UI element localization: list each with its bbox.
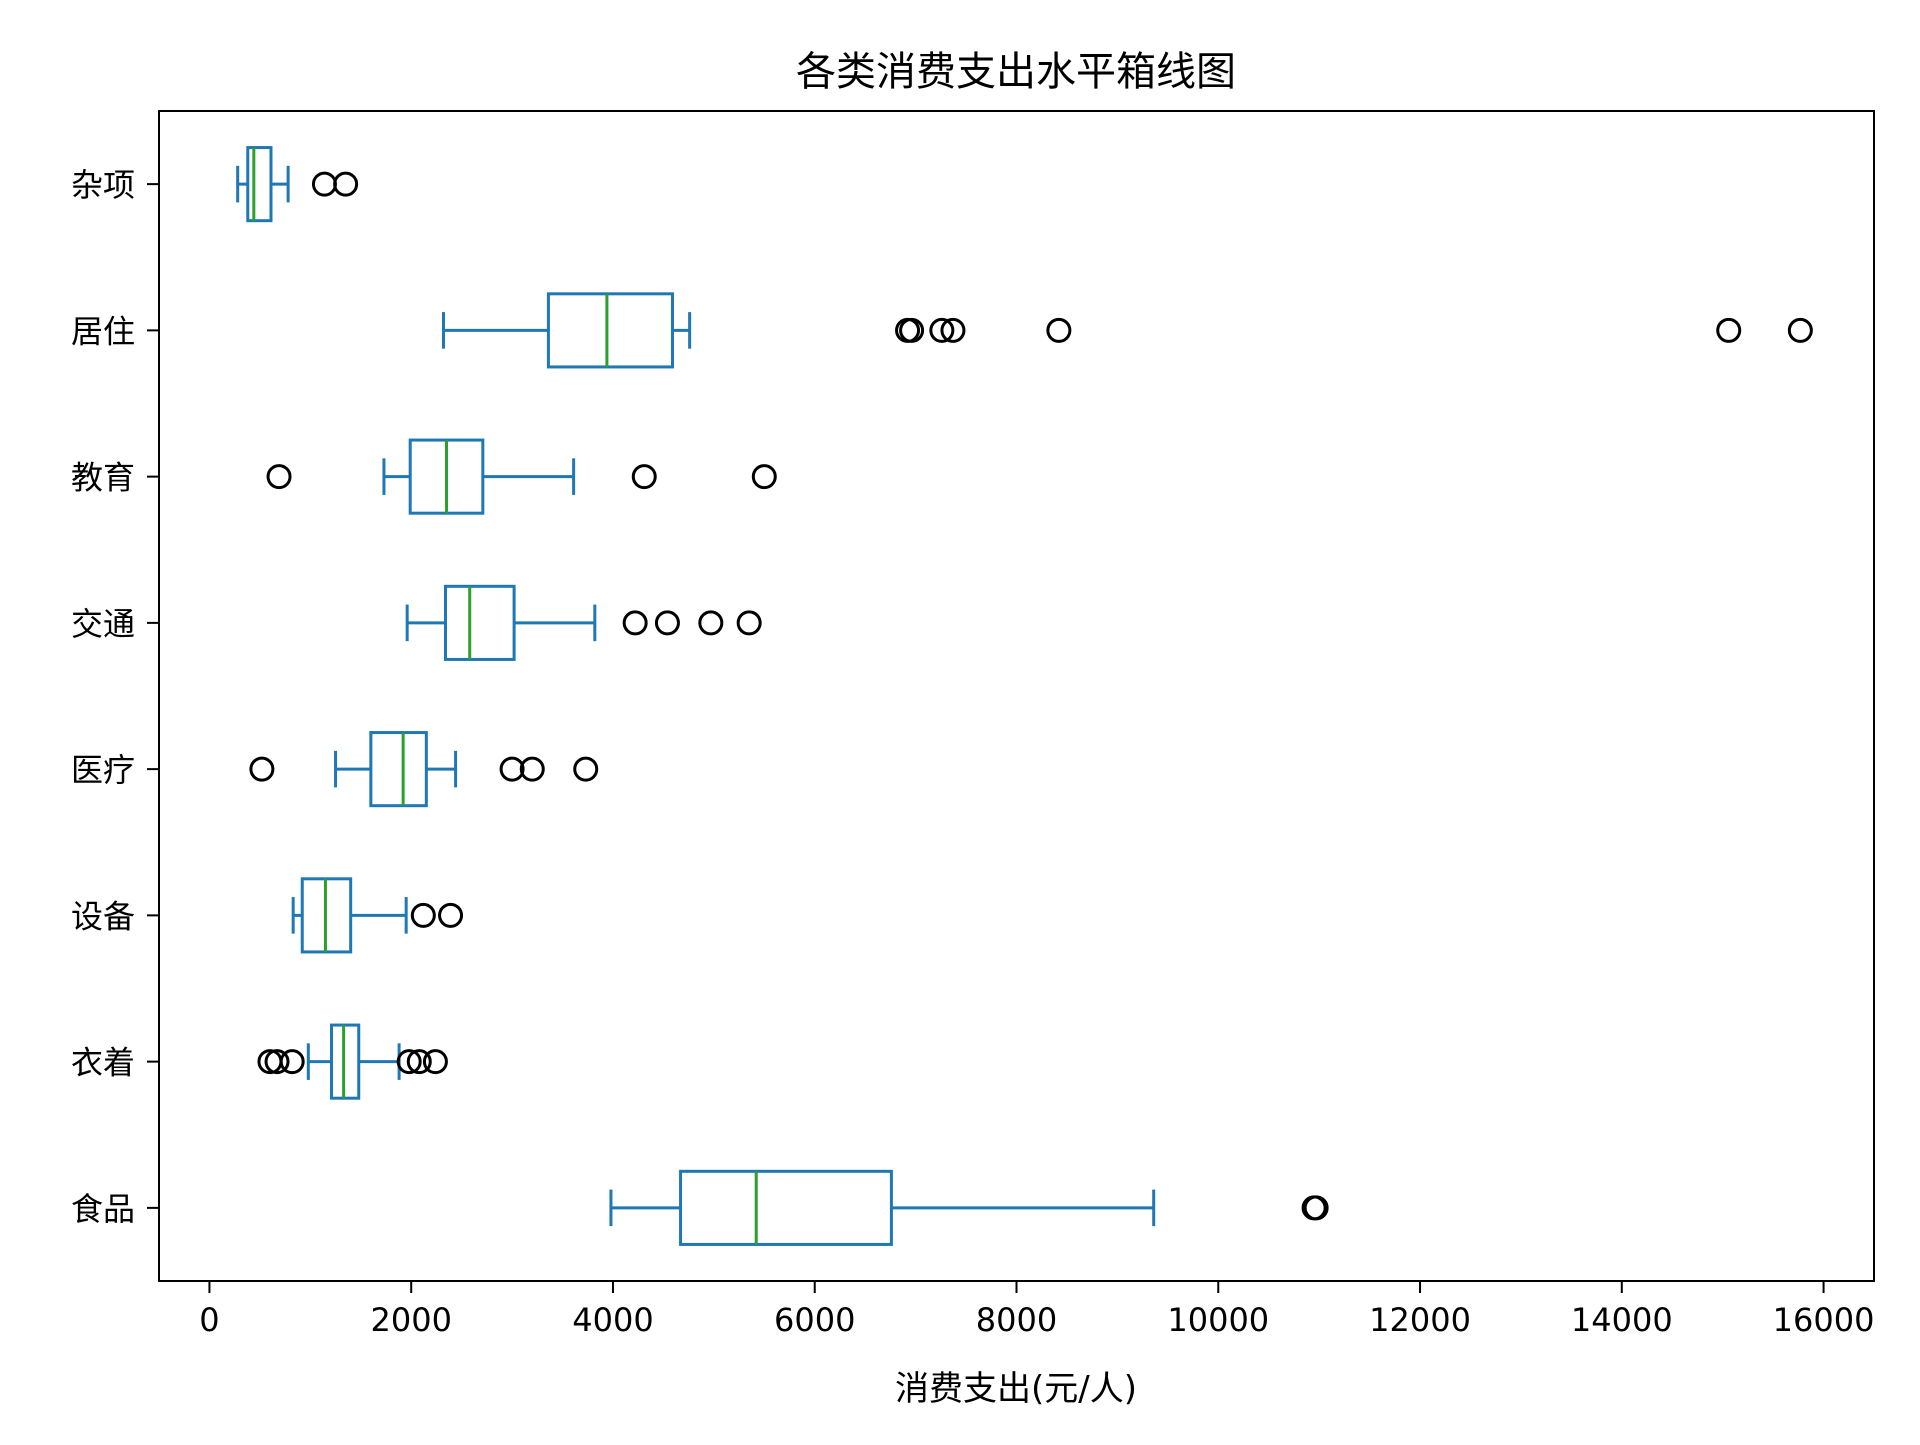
x-tick-label-2: 4000 bbox=[572, 1301, 653, 1339]
plot-area: 食品 衣着 设备 医疗 交通 教育 居住 杂项 0 2000 4000 6000 8000 10000 12… bbox=[71, 110, 1875, 1339]
outlier-6-3 bbox=[940, 317, 966, 343]
outlier-1-4 bbox=[406, 1049, 432, 1075]
outlier-3-2 bbox=[519, 756, 545, 782]
box-3 bbox=[369, 731, 428, 808]
y-tick-label-7: 杂项 bbox=[71, 166, 135, 204]
outlier-1-2 bbox=[279, 1049, 305, 1075]
x-tick-label-7: 14000 bbox=[1571, 1301, 1673, 1339]
outlier-4-0 bbox=[622, 610, 648, 636]
outlier-4-3 bbox=[736, 610, 762, 636]
x-tick-label-1: 2000 bbox=[370, 1301, 451, 1339]
outlier-1-5 bbox=[422, 1049, 448, 1075]
outlier-6-2 bbox=[929, 317, 955, 343]
box-4 bbox=[444, 584, 516, 661]
outlier-5-2 bbox=[751, 464, 777, 490]
outlier-5-1 bbox=[631, 464, 657, 490]
box-0 bbox=[679, 1169, 893, 1246]
box-7 bbox=[246, 146, 273, 223]
x-tick-label-6: 12000 bbox=[1369, 1301, 1471, 1339]
outlier-5-0 bbox=[266, 464, 292, 490]
outlier-6-1 bbox=[899, 317, 925, 343]
outlier-0-1 bbox=[1303, 1195, 1329, 1221]
outlier-2-1 bbox=[438, 902, 464, 928]
x-tick-label-3: 6000 bbox=[774, 1301, 855, 1339]
outlier-4-2 bbox=[698, 610, 724, 636]
y-tick-label-4: 交通 bbox=[71, 605, 135, 643]
outlier-3-3 bbox=[573, 756, 599, 782]
axes-frame bbox=[158, 110, 1875, 1282]
y-tick-label-1: 衣着 bbox=[71, 1044, 135, 1082]
x-tick-label-4: 8000 bbox=[976, 1301, 1057, 1339]
x-tick-label-8: 16000 bbox=[1773, 1301, 1875, 1339]
outlier-7-1 bbox=[333, 171, 359, 197]
outlier-6-5 bbox=[1716, 317, 1742, 343]
y-tick-label-5: 教育 bbox=[71, 459, 135, 497]
y-tick-label-2: 设备 bbox=[71, 897, 135, 935]
x-tick-label-0: 0 bbox=[199, 1301, 219, 1339]
outlier-1-1 bbox=[264, 1049, 290, 1075]
outlier-1-3 bbox=[396, 1049, 422, 1075]
box-1 bbox=[330, 1023, 361, 1100]
outlier-6-6 bbox=[1787, 317, 1813, 343]
y-tick-label-6: 居住 bbox=[71, 312, 135, 350]
outlier-2-0 bbox=[410, 902, 436, 928]
outlier-6-4 bbox=[1046, 317, 1072, 343]
y-tick-label-3: 医疗 bbox=[71, 751, 135, 789]
outlier-7-0 bbox=[311, 171, 337, 197]
y-tick-label-0: 食品 bbox=[71, 1190, 135, 1228]
outlier-3-1 bbox=[499, 756, 525, 782]
chart-title: 各类消费支出水平箱线图 bbox=[796, 49, 1236, 95]
outlier-4-1 bbox=[654, 610, 680, 636]
x-tick-label-5: 10000 bbox=[1167, 1301, 1269, 1339]
x-axis-label: 消费支出(元/人) bbox=[895, 1369, 1137, 1409]
box-6 bbox=[546, 292, 674, 369]
outlier-3-0 bbox=[249, 756, 275, 782]
